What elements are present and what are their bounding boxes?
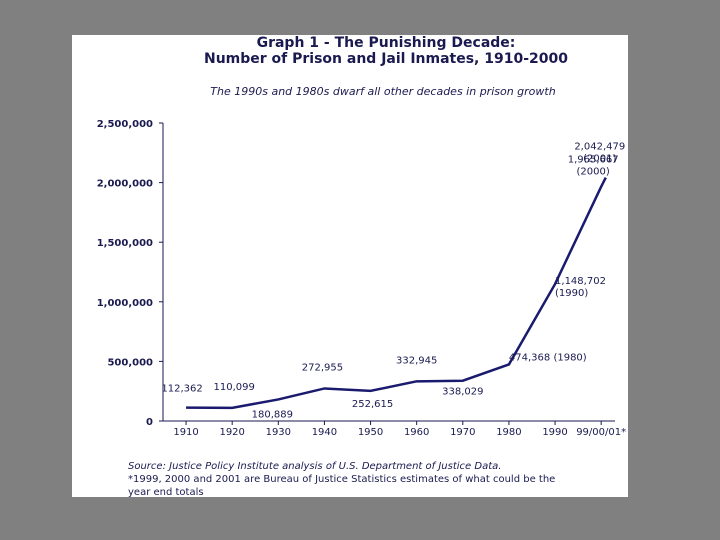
value-label: 110,099 (214, 382, 255, 393)
value-label: 112,362 (161, 384, 202, 395)
x-tick-label: 1920 (219, 427, 244, 438)
x-tick-label: 1980 (496, 427, 521, 438)
chart-title: Graph 1 - The Punishing Decade: (257, 35, 516, 51)
value-label: 2,042,479 (2001) (574, 142, 625, 165)
x-tick-label: 99/00/01* (576, 427, 626, 438)
panel (72, 35, 628, 497)
value-label: 338,029 (442, 387, 483, 398)
y-tick-label: 500,000 (107, 357, 153, 368)
chart-subtitle: The 1990s and 1980s dwarf all other deca… (210, 85, 555, 98)
value-label: 252,615 (352, 399, 393, 410)
x-tick-label: 1910 (173, 427, 198, 438)
value-label: 1,148,702 (1990) (555, 276, 606, 299)
value-label: 332,945 (396, 355, 437, 366)
footnote: year end totals (128, 487, 204, 498)
source: Source: Justice Policy Institute analysi… (128, 461, 501, 472)
data-line (186, 176, 607, 410)
chart-title-line2: Number of Prison and Jail Inmates, 1910-… (204, 51, 568, 67)
x-tick-label: 1970 (450, 427, 475, 438)
x-tick-label: 1930 (266, 427, 291, 438)
value-label: 1,965,667 (2000) (568, 155, 619, 178)
y-tick-label: 0 (146, 417, 153, 428)
x-tick-label: 1940 (312, 427, 337, 438)
x-tick-label: 1990 (542, 427, 567, 438)
value-label: 180,889 (252, 409, 293, 420)
y-tick-label: 1,500,000 (97, 238, 153, 249)
value-label: 272,955 (302, 362, 343, 373)
footnote: *1999, 2000 and 2001 are Bureau of Justi… (128, 474, 555, 485)
y-tick-label: 2,500,000 (97, 119, 153, 130)
y-tick-label: 1,000,000 (97, 298, 153, 309)
x-tick-label: 1950 (358, 427, 383, 438)
value-label: 474,368 (1980) (509, 352, 587, 363)
y-tick-label: 2,000,000 (97, 179, 153, 190)
x-tick-label: 1960 (404, 427, 429, 438)
